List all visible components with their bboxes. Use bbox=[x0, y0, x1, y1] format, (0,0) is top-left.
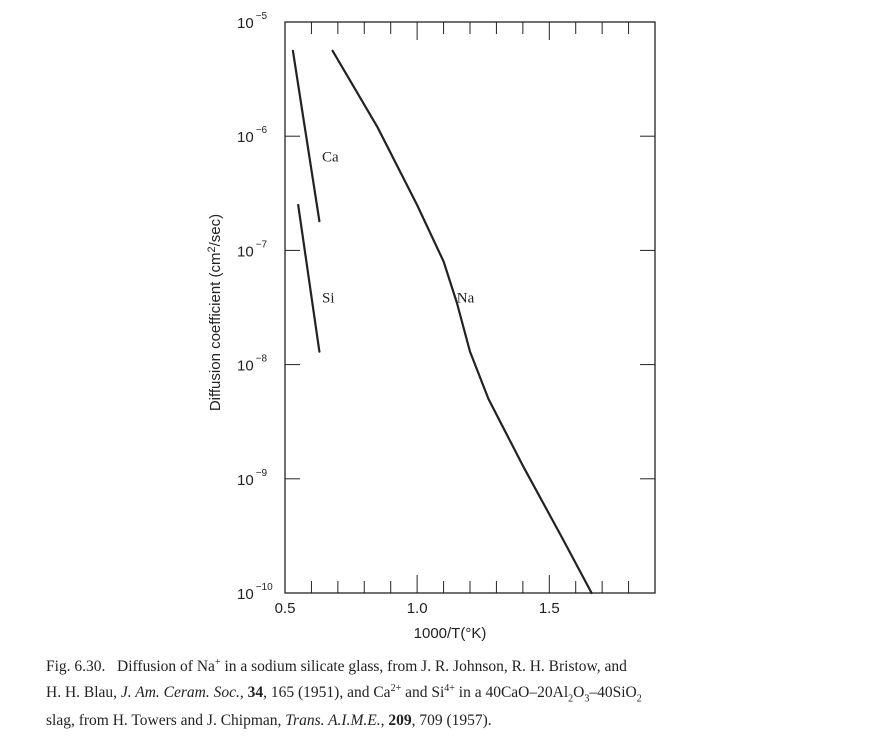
caption-segment: H. H. Blau, bbox=[46, 684, 121, 702]
series-line-na bbox=[331, 49, 593, 595]
series-line-si bbox=[297, 203, 321, 353]
caption-segment: Fig. 6.30. Diffusion of Na bbox=[46, 658, 215, 676]
caption-segment: 34 bbox=[247, 684, 264, 702]
series-label-ca: Ca bbox=[322, 150, 339, 166]
caption-segment: 2 bbox=[636, 693, 642, 705]
caption-line: Fig. 6.30. Diffusion of Na+ in a sodium … bbox=[46, 652, 866, 678]
caption-segment: and Si bbox=[401, 684, 445, 702]
caption-segment: in a 40CaO–20Al bbox=[454, 684, 569, 702]
x-tick-label: 1.5 bbox=[539, 600, 560, 617]
y-tick-label: 10 −6 bbox=[237, 125, 268, 146]
caption-segment: slag, from H. Towers and J. Chipman, bbox=[46, 712, 286, 730]
x-axis-ticks: 0.5 1.0 1.5 bbox=[275, 22, 630, 617]
chart: 0.5 1.0 1.5 10−5 10−6 10−7 10−8 10−9 10−10 Ca Si… bbox=[206, 11, 656, 642]
caption-segment: 4+ bbox=[444, 683, 455, 695]
caption-segment: , bbox=[380, 712, 389, 730]
caption-segment: –40SiO bbox=[589, 684, 637, 702]
y-tick-label: 10 −8 bbox=[237, 354, 268, 375]
y-tick-label: 10 −9 bbox=[237, 468, 268, 489]
series-label-na: Na bbox=[457, 290, 475, 306]
plot-frame bbox=[284, 21, 656, 594]
caption-segment: J. Am. Ceram. Soc. bbox=[120, 684, 240, 702]
figure-caption: Fig. 6.30. Diffusion of Na+ in a sodium … bbox=[46, 652, 866, 732]
y-axis-label: Diffusion coefficient (cm2/sec) bbox=[206, 214, 224, 411]
caption-segment: 209 bbox=[388, 712, 412, 730]
caption-segment: 2 bbox=[568, 693, 574, 705]
series-line-ca bbox=[291, 49, 321, 223]
series-lines bbox=[291, 49, 593, 595]
y-tick-label: 10 −5 bbox=[237, 11, 268, 32]
series-labels: Ca Si Na bbox=[322, 150, 475, 307]
caption-line: H. H. Blau, J. Am. Ceram. Soc., 34, 165 … bbox=[46, 678, 866, 710]
caption-segment: in a sodium silicate glass, from J. R. J… bbox=[220, 658, 627, 676]
x-tick-label: 1.0 bbox=[407, 600, 428, 617]
caption-segment: Trans. A.I.M.E. bbox=[285, 712, 381, 730]
plot-border bbox=[284, 21, 656, 594]
series-label-si: Si bbox=[322, 290, 335, 306]
caption-segment: , 165 (1951), and Ca bbox=[263, 684, 391, 702]
caption-segment: 2+ bbox=[390, 683, 402, 695]
caption-segment: + bbox=[214, 657, 221, 668]
caption-line: slag, from H. Towers and J. Chipman, Tra… bbox=[46, 710, 866, 732]
y-tick-label: 10 −7 bbox=[237, 239, 268, 260]
caption-segment: O bbox=[573, 684, 585, 702]
y-axis-ticks: 10−5 10−6 10−7 10−8 10−9 10−10 bbox=[237, 11, 655, 603]
caption-segment: 3 bbox=[584, 693, 590, 705]
x-tick-label: 0.5 bbox=[275, 600, 296, 617]
y-axis-label-main: Diffusion coefficient (cm bbox=[207, 252, 224, 411]
caption-segment: , bbox=[239, 684, 248, 702]
x-axis-label: 1000/T(°K) bbox=[414, 625, 487, 642]
caption-segment: , 709 (1957). bbox=[411, 712, 492, 730]
y-axis-label-sup: 2 bbox=[206, 246, 218, 252]
y-axis-label-end: /sec) bbox=[207, 214, 224, 247]
y-tick-label: 10 −10 bbox=[237, 582, 273, 603]
